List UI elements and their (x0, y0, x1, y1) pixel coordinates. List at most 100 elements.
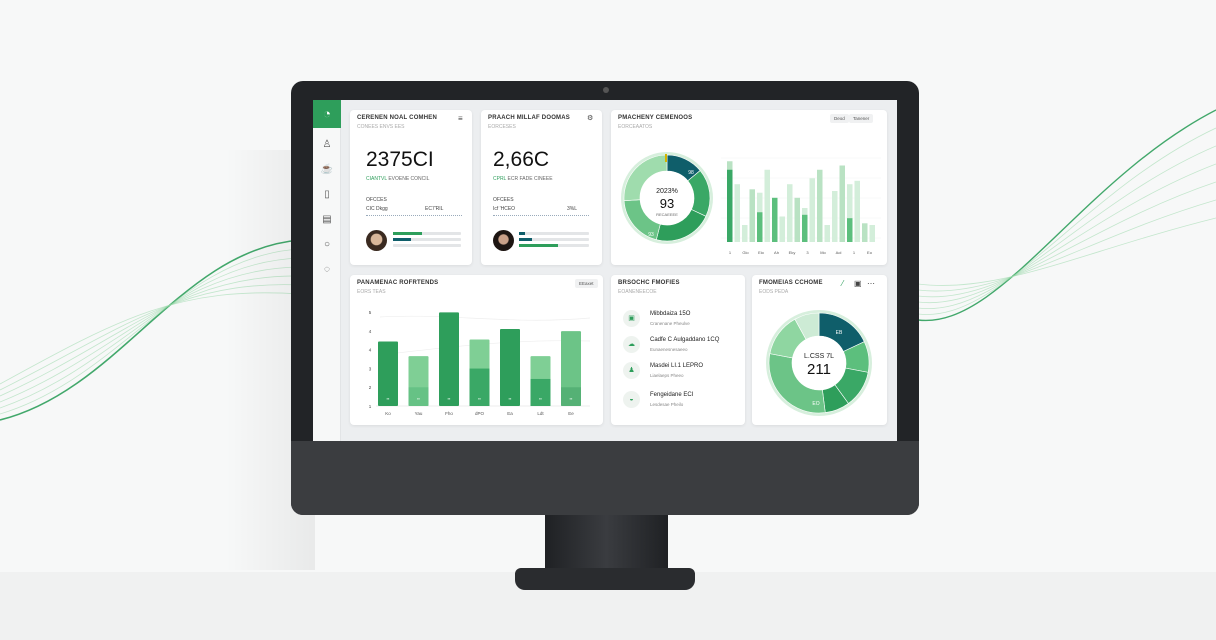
x-tick-label: Aol (836, 250, 842, 255)
progress-bar (519, 244, 589, 247)
overview-card: PMACHENY CEMENOOS EORCEAATOS Deod Tanene… (611, 110, 887, 265)
bar-background (854, 180, 860, 242)
donut-sub-label: RECAEEEE (656, 212, 678, 217)
divider (493, 215, 589, 216)
wave-line-right (917, 127, 1216, 315)
bar-label: ▪▪ (509, 396, 512, 401)
x-tick-label: Glo (742, 250, 749, 255)
bar-label: ▪▪ (539, 396, 542, 401)
card-title: FMOMEIAS CCHOME (759, 280, 823, 286)
card-title: CERENEN NOAL COMHEN (357, 115, 438, 121)
dashboard-screen: ◔ ♙ ☕ ▯ ▤ ○ ◌ CERENEN NOAL COMHEN CONEES… (313, 100, 897, 441)
bar-background (764, 169, 770, 242)
donut-value: 211 (807, 361, 831, 378)
bar-chart-card: PANAMENAC ROFRTENDS EORS TEAS EEaxet 5 4 4… (350, 275, 603, 425)
chat-icon[interactable]: ◌ (324, 264, 330, 275)
stat-left: Icf 'HCEO (493, 206, 516, 212)
bar-background (847, 184, 853, 242)
users-icon[interactable]: ♙ (322, 139, 332, 150)
progress-bar (393, 232, 461, 235)
stat-label: OFCCES (366, 197, 387, 203)
list-item-subtitle: Lesdesae Pheilo (650, 402, 684, 407)
card-subtitle: CONEES ENVS EES (357, 124, 405, 130)
x-tick-label: Ko (385, 411, 391, 416)
wave-line-left (0, 284, 301, 391)
wave-line-right (917, 109, 1216, 322)
progress-bar (393, 238, 461, 241)
x-tick-label: Eo (867, 250, 873, 255)
bar-background (794, 197, 800, 242)
gauge-icon[interactable]: ◔ (313, 100, 341, 128)
person-icon[interactable]: ○ (323, 239, 331, 250)
phone-icon[interactable]: ▯ (324, 189, 330, 200)
monitor-stand (545, 515, 668, 577)
wave-line-left (0, 266, 301, 403)
x-tick-label: Eky (789, 250, 796, 255)
x-tick-label: Ldt (537, 411, 544, 416)
bar (408, 356, 429, 406)
trend-icon[interactable]: ⁄ (842, 279, 844, 288)
y-tick-label: 4 (369, 329, 372, 334)
bar-segment (530, 378, 551, 406)
x-tick-label: Ea (507, 411, 513, 416)
list-item-title: Masdei LI.1 LEPRO (650, 363, 704, 369)
calendar-icon[interactable]: ▣ (854, 279, 862, 288)
cup-icon[interactable]: ☕ (320, 164, 334, 175)
chart-icon: ▣ (623, 310, 640, 327)
bar-background (817, 169, 823, 242)
bar-background (832, 191, 838, 242)
list-item-subtitle: Cranenane Pheulve (650, 321, 690, 326)
card-subtitle: EORCESES (488, 124, 516, 130)
donut-marker (665, 154, 667, 162)
donut-top-label: L.CSS 7L (804, 353, 834, 360)
camera (603, 87, 609, 93)
stat-right: EC7'RIL (425, 206, 444, 212)
user-icon: ♟ (623, 362, 640, 379)
wave-line-right (917, 217, 1216, 286)
x-tick-label: Mo (820, 250, 826, 255)
x-tick-label: Yau (415, 411, 423, 416)
bar (802, 214, 808, 242)
menu-icon[interactable]: ≡ (458, 114, 463, 123)
list-item-title: Cadfe C Aulgaddano 1CQ (650, 337, 720, 343)
bar-background (787, 184, 793, 242)
kpi-note-text: ECR FADE CINEEE (507, 176, 553, 182)
stat-left: CIC Dkgg (366, 206, 388, 212)
list-item-title: Mibbdaiza 15O (650, 311, 691, 317)
filter-button-1[interactable]: Deod (830, 114, 849, 123)
settings-icon[interactable]: ⚙ (587, 115, 594, 122)
x-tick-label: Eio (758, 250, 765, 255)
wave-line-right (917, 181, 1216, 298)
list-item-subtitle: Liaelaeps Pheeo (650, 373, 684, 378)
y-tick-label: 2 (369, 385, 372, 390)
bar (727, 169, 733, 242)
wave-line-right (917, 199, 1216, 292)
x-tick-label: 3 (806, 250, 809, 255)
bar-label: ▪▪ (570, 396, 573, 401)
filter-button-2[interactable]: Tanener (849, 114, 874, 123)
y-tick-label: 3 (369, 366, 372, 371)
progress-bar (393, 244, 461, 247)
export-button[interactable]: EEaxet (575, 279, 598, 288)
list-item-subtitle: Eunaenesnesaeeo (650, 347, 688, 352)
card-subtitle: EORS TEAS (357, 289, 386, 295)
donut-hole (640, 171, 694, 225)
donut-top-label: 2023% (656, 188, 678, 195)
donut-value: 93 (660, 196, 674, 211)
card-title: BRSOCHC FMOFIES (618, 280, 680, 286)
bar (500, 329, 520, 406)
kpi-card-1: CERENEN NOAL COMHEN CONEES ENVS EES ≡ 23… (350, 110, 472, 265)
wave-line-left (0, 257, 301, 409)
card-subtitle: EODS PEDA (759, 289, 789, 295)
list-card: BRSOCHC FMOFIES EOANENEECOE ▣ Mibbdaiza 1… (611, 275, 745, 425)
y-tick-label: 4 (369, 348, 372, 353)
bar-label: ▪▪ (387, 396, 390, 401)
wave-line-right (917, 163, 1216, 304)
bar-background (809, 178, 815, 242)
bar-background (779, 216, 785, 242)
list-item-title: Fengeidane ECI (650, 392, 694, 398)
progress-bar (519, 232, 589, 235)
more-icon[interactable]: ⋯ (867, 279, 875, 288)
document-icon[interactable]: ▤ (322, 214, 332, 225)
